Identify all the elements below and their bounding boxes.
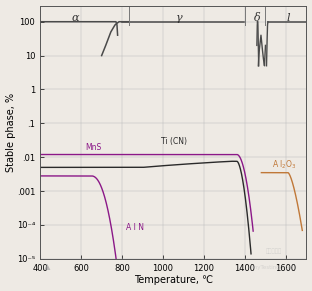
- Text: AnyTesting.com: AnyTesting.com: [251, 265, 295, 270]
- Text: Ti (CN): Ti (CN): [161, 136, 187, 146]
- X-axis label: Temperature, ℃: Temperature, ℃: [134, 276, 213, 285]
- Text: 嘉峪检测网: 嘉峪检测网: [266, 248, 282, 254]
- Text: MnS: MnS: [85, 143, 101, 152]
- Text: A l$_2$O$_3$: A l$_2$O$_3$: [272, 158, 296, 171]
- Text: δ: δ: [254, 13, 261, 23]
- Text: l: l: [286, 13, 290, 23]
- Text: γ: γ: [176, 13, 183, 23]
- Text: A l N: A l N: [126, 223, 144, 233]
- Text: ▲: ▲: [44, 262, 51, 271]
- Text: α: α: [71, 13, 79, 23]
- Y-axis label: Stable phase, %: Stable phase, %: [6, 93, 16, 172]
